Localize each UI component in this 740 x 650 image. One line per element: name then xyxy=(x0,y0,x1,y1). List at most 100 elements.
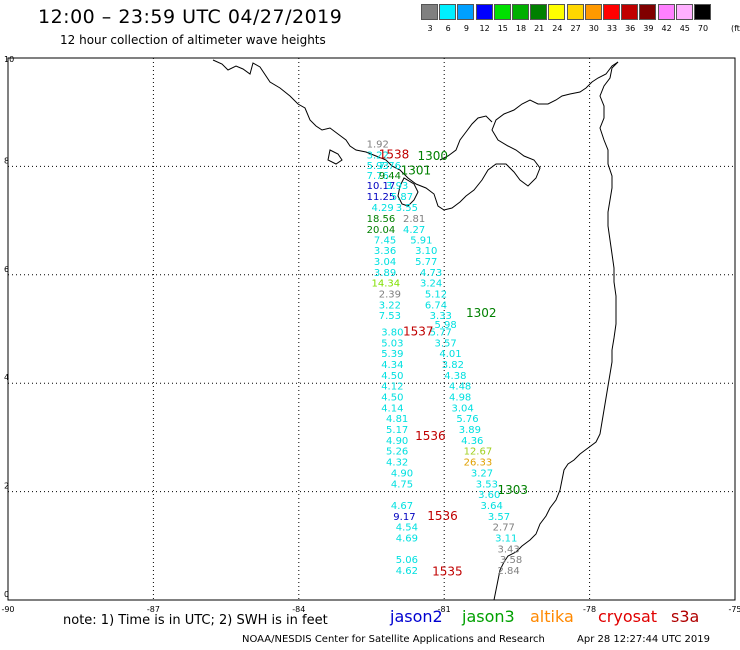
wave-height-label: 3.58 xyxy=(500,555,522,566)
lat-tick-label: 0 xyxy=(4,590,9,599)
pass-time-label: 1535 xyxy=(432,565,463,579)
lon-tick-label: -81 xyxy=(438,605,451,614)
colorbar-label: 33 xyxy=(606,24,618,33)
lat-tick-label: 2 xyxy=(4,482,9,491)
lon-tick-label: -90 xyxy=(1,605,14,614)
legend-item-altika: altika xyxy=(530,607,574,626)
lat-tick-label: 8 xyxy=(4,156,9,165)
wave-height-label: 3.36 xyxy=(374,246,396,257)
wave-height-label: 7.76 xyxy=(379,161,401,172)
wave-height-label: 3.11 xyxy=(495,533,517,544)
wave-height-label: 3.64 xyxy=(481,501,503,512)
pass-time-label: 1537 xyxy=(403,325,434,339)
colorbar-label: 21 xyxy=(534,24,545,33)
pass-time-label: 1303 xyxy=(498,483,529,497)
wave-height-label: 3.53 xyxy=(476,479,498,490)
colorbar-label: 24 xyxy=(552,24,563,33)
wave-height-label: 5.03 xyxy=(381,338,403,349)
wave-height-label: 3.80 xyxy=(381,328,403,339)
wave-height-label: 3.93 xyxy=(386,181,408,192)
colorbar-label: 6 xyxy=(445,24,451,33)
colorbar-label: 27 xyxy=(570,24,581,33)
lon-tick-label: -78 xyxy=(583,605,596,614)
colorbar-swatch xyxy=(530,4,548,20)
colorbar-unit: (ft) xyxy=(731,24,740,33)
colorbar-label: 18 xyxy=(515,24,527,33)
axis-ticks: -90 -87 -84 -81 -78 -75 0 2 4 6 8 10 xyxy=(1,55,740,614)
colorbar-swatch xyxy=(421,4,438,20)
legend-item-s3a: s3a xyxy=(671,607,700,626)
wave-height-label: 6.74 xyxy=(425,300,447,311)
lat-tick-label: 4 xyxy=(4,373,9,382)
wave-height-label: 5.76 xyxy=(456,414,478,425)
wave-height-label: 4.75 xyxy=(391,479,413,490)
coastline xyxy=(212,59,619,601)
colorbar-label: 3 xyxy=(427,24,433,33)
wave-height-label: 4.01 xyxy=(439,349,461,360)
colorbar-swatch xyxy=(512,4,529,20)
map-title: 12:00 – 23:59 UTC 04/27/2019 xyxy=(38,6,343,28)
wave-height-label: 2.84 xyxy=(498,566,520,577)
wave-height-label: 4.62 xyxy=(396,566,418,577)
pass-time-label: 1301 xyxy=(401,164,432,178)
wave-height-label: 3.89 xyxy=(459,425,481,436)
wave-height-label: 4.69 xyxy=(396,533,418,544)
pass-time-label: 1302 xyxy=(466,306,497,320)
colorbar-swatch xyxy=(657,4,675,20)
colorbar-label: 45 xyxy=(679,24,690,33)
colorbar-label: 70 xyxy=(697,24,709,33)
colorbar-swatch xyxy=(457,4,475,20)
colorbar-swatch xyxy=(475,4,493,20)
colorbar-label: 12 xyxy=(479,24,490,33)
wave-height-label: 4.27 xyxy=(403,225,425,236)
wave-height-label: 4.54 xyxy=(396,523,418,534)
wave-height-label: 2.77 xyxy=(493,523,515,534)
pass-time-label: 1536 xyxy=(427,509,458,523)
wave-height-label: 5.87 xyxy=(391,192,413,203)
wave-height-label: 4.67 xyxy=(391,501,413,512)
wave-height-label: 7.45 xyxy=(374,235,396,246)
wave-height-label: 5.06 xyxy=(396,555,418,566)
map-frame xyxy=(7,57,736,601)
colorbar-swatch xyxy=(639,4,657,20)
wave-height-label: 5.98 xyxy=(435,320,457,331)
colorbar-label: 36 xyxy=(625,24,636,33)
wave-height-label: 4.34 xyxy=(381,360,403,371)
wave-height-label: 3.24 xyxy=(420,279,442,290)
colorbar-label: 42 xyxy=(661,24,672,33)
colorbar-label: 9 xyxy=(463,24,469,33)
wave-height-label: 4.73 xyxy=(420,268,442,279)
wave-height-label: 7.76 xyxy=(367,171,389,182)
colorbar-swatch xyxy=(548,4,566,20)
wave-height-label: 3.27 xyxy=(471,468,493,479)
colorbar-swatch xyxy=(584,4,602,20)
wave-height-label: 5.12 xyxy=(425,290,447,301)
wave-height-label: 4.50 xyxy=(381,371,403,382)
wave-height-label: 3.89 xyxy=(374,268,396,279)
map-subtitle: 12 hour collection of altimeter wave hei… xyxy=(60,33,326,47)
colorbar-swatch xyxy=(621,4,639,20)
wave-height-label: 3.60 xyxy=(478,490,500,501)
wave-height-label: 1.92 xyxy=(367,139,389,150)
colorbar-swatch xyxy=(603,4,620,20)
colorbar-swatch xyxy=(493,4,511,20)
wave-height-label: 4.98 xyxy=(449,393,471,404)
wave-height-label: 2.81 xyxy=(403,214,425,225)
wave-height-label: 3.82 xyxy=(442,360,464,371)
wave-height-label: 2.39 xyxy=(379,290,401,301)
lat-tick-label: 10 xyxy=(4,55,14,64)
pass-time-label: 1300 xyxy=(418,149,449,163)
lat-tick-label: 6 xyxy=(4,265,9,274)
wave-height-label: 3.33 xyxy=(430,311,452,322)
wave-height-label: 3.22 xyxy=(367,150,389,161)
wave-height-label: 3.04 xyxy=(374,257,396,268)
wave-height-label: 9.44 xyxy=(379,171,401,182)
colorbar-swatch xyxy=(694,4,711,20)
wave-height-label: 5.93 xyxy=(367,161,389,172)
wave-height-label: 4.14 xyxy=(381,403,403,414)
lon-tick-label: -87 xyxy=(147,605,160,614)
wave-height-label: 4.48 xyxy=(449,382,471,393)
observation-labels: 1.923.225.937.767.769.4410.173.9311.255.… xyxy=(367,139,523,577)
wave-height-label: 3.10 xyxy=(415,246,437,257)
